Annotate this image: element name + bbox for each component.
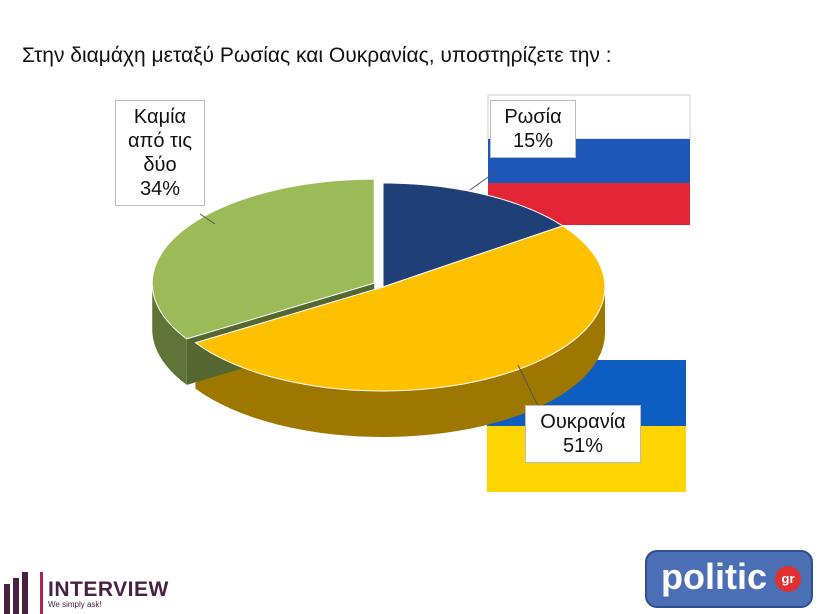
chart-title: Στην διαμάχη μεταξύ Ρωσίας και Ουκρανίας… — [22, 44, 612, 67]
logo-slogan: We simply ask! — [48, 600, 102, 609]
label-name: Ουκρανία — [540, 411, 626, 433]
data-label: Καμία από τις δύο 34% — [115, 100, 205, 206]
logo-icon — [13, 578, 19, 614]
logo: politic gr — [645, 550, 813, 608]
logo-icon — [40, 572, 43, 614]
logo: INTERVIEW We simply ask! — [48, 578, 169, 609]
logo-name: politic — [661, 556, 767, 597]
label-value: 34% — [139, 178, 181, 200]
data-label: Ρωσία 15% — [490, 100, 576, 158]
logo-icon — [4, 584, 10, 614]
logo-icon — [22, 572, 28, 614]
logo-badge: gr — [775, 566, 801, 592]
logo-name: INTERVIEW — [48, 578, 169, 601]
slice-side — [195, 287, 605, 437]
slice-side — [152, 283, 187, 385]
callout-line — [469, 169, 499, 191]
label-name: Ρωσία — [504, 106, 562, 128]
label-value: 15% — [512, 130, 554, 152]
pie-slice — [382, 182, 564, 288]
callout-line — [517, 364, 541, 411]
pie — [151, 178, 606, 437]
pie-slice — [194, 225, 606, 392]
label-value: 51% — [562, 435, 604, 457]
data-label: Ουκρανία 51% — [525, 405, 641, 463]
callout-line — [199, 213, 216, 225]
label-name: Καμία από τις δύο — [127, 106, 193, 176]
